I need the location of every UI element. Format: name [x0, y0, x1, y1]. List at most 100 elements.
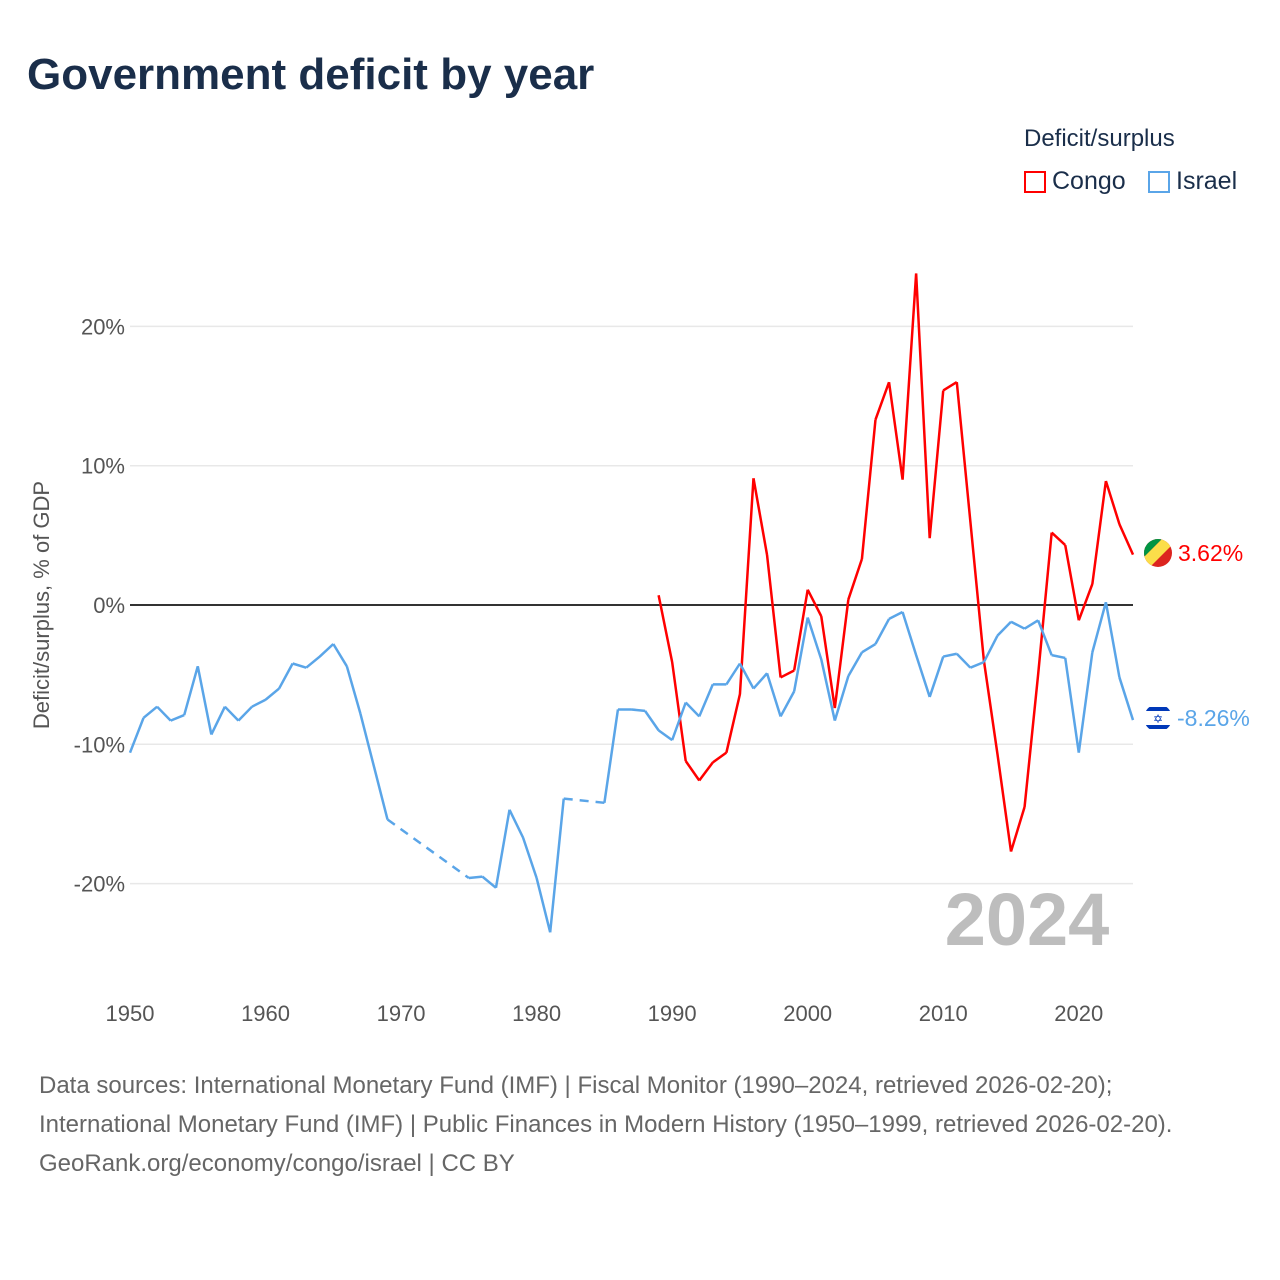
data-point-congo[interactable] — [939, 386, 947, 394]
data-point-congo[interactable] — [912, 269, 920, 277]
data-point-israel[interactable] — [289, 660, 297, 668]
data-point-israel[interactable] — [668, 736, 676, 744]
data-point-congo[interactable] — [763, 551, 771, 559]
data-point-israel[interactable] — [1088, 648, 1096, 656]
data-point-congo[interactable] — [1129, 551, 1137, 559]
data-point-israel[interactable] — [899, 608, 907, 616]
data-point-congo[interactable] — [1115, 520, 1123, 528]
data-point-congo[interactable] — [844, 595, 852, 603]
data-point-israel[interactable] — [248, 703, 256, 711]
data-point-israel[interactable] — [275, 685, 283, 693]
data-point-israel[interactable] — [831, 717, 839, 725]
data-point-congo[interactable] — [668, 658, 676, 666]
data-point-israel[interactable] — [1061, 654, 1069, 662]
data-point-israel[interactable] — [140, 714, 148, 722]
data-point-israel[interactable] — [885, 615, 893, 623]
data-point-israel[interactable] — [329, 640, 337, 648]
data-point-israel[interactable] — [384, 816, 392, 824]
legend-item-congo[interactable]: Congo — [1024, 167, 1126, 196]
data-point-israel[interactable] — [1048, 651, 1056, 659]
data-point-israel[interactable] — [695, 712, 703, 720]
data-point-israel[interactable] — [790, 687, 798, 695]
data-point-israel[interactable] — [966, 664, 974, 672]
data-point-congo[interactable] — [885, 378, 893, 386]
data-point-israel[interactable] — [506, 806, 514, 814]
data-point-israel[interactable] — [655, 726, 663, 734]
data-point-congo[interactable] — [1007, 848, 1015, 856]
data-point-congo[interactable] — [1088, 580, 1096, 588]
data-point-congo[interactable] — [682, 757, 690, 765]
data-point-israel[interactable] — [614, 705, 622, 713]
data-point-israel[interactable] — [804, 614, 812, 622]
data-point-congo[interactable] — [858, 555, 866, 563]
data-point-israel[interactable] — [1115, 673, 1123, 681]
data-point-israel[interactable] — [560, 795, 568, 803]
data-point-israel[interactable] — [167, 717, 175, 725]
legend-item-israel[interactable]: Israel — [1148, 167, 1237, 196]
data-point-congo[interactable] — [749, 474, 757, 482]
data-point-israel[interactable] — [478, 873, 486, 881]
data-point-congo[interactable] — [1102, 477, 1110, 485]
data-point-israel[interactable] — [641, 707, 649, 715]
data-point-israel[interactable] — [194, 662, 202, 670]
data-point-israel[interactable] — [736, 660, 744, 668]
data-point-congo[interactable] — [1021, 803, 1029, 811]
data-point-congo[interactable] — [926, 534, 934, 542]
data-point-israel[interactable] — [234, 717, 242, 725]
data-point-congo[interactable] — [722, 749, 730, 757]
data-point-israel[interactable] — [302, 664, 310, 672]
data-point-israel[interactable] — [533, 874, 541, 882]
data-point-congo[interactable] — [966, 517, 974, 525]
data-point-congo[interactable] — [804, 586, 812, 594]
data-point-israel[interactable] — [221, 703, 229, 711]
data-point-israel[interactable] — [1007, 618, 1015, 626]
data-point-israel[interactable] — [763, 669, 771, 677]
data-point-israel[interactable] — [844, 672, 852, 680]
data-point-congo[interactable] — [655, 591, 663, 599]
data-point-israel[interactable] — [926, 693, 934, 701]
data-point-israel[interactable] — [1102, 598, 1110, 606]
data-point-israel[interactable] — [180, 711, 188, 719]
data-point-israel[interactable] — [519, 834, 527, 842]
data-point-israel[interactable] — [628, 705, 636, 713]
data-point-israel[interactable] — [749, 685, 757, 693]
data-point-israel[interactable] — [600, 799, 608, 807]
data-point-israel[interactable] — [939, 653, 947, 661]
data-point-israel[interactable] — [817, 655, 825, 663]
data-point-israel[interactable] — [356, 710, 364, 718]
data-point-congo[interactable] — [1075, 616, 1083, 624]
data-point-israel[interactable] — [709, 680, 717, 688]
data-point-israel[interactable] — [126, 749, 134, 757]
data-point-congo[interactable] — [1034, 671, 1042, 679]
data-point-israel[interactable] — [682, 699, 690, 707]
data-point-israel[interactable] — [1021, 625, 1029, 633]
data-point-israel[interactable] — [993, 632, 1001, 640]
data-point-congo[interactable] — [1048, 529, 1056, 537]
data-point-congo[interactable] — [736, 690, 744, 698]
data-point-israel[interactable] — [980, 658, 988, 666]
data-point-israel[interactable] — [207, 731, 215, 739]
source-link[interactable]: GeoRank.org/economy/congo/israel | CC BY — [39, 1150, 515, 1177]
data-point-congo[interactable] — [953, 378, 961, 386]
data-point-congo[interactable] — [817, 612, 825, 620]
data-point-israel[interactable] — [871, 640, 879, 648]
data-point-israel[interactable] — [1075, 749, 1083, 757]
data-point-israel[interactable] — [153, 703, 161, 711]
data-point-congo[interactable] — [1061, 541, 1069, 549]
data-point-israel[interactable] — [370, 763, 378, 771]
data-point-israel[interactable] — [858, 648, 866, 656]
data-point-israel[interactable] — [492, 884, 500, 892]
data-point-congo[interactable] — [709, 758, 717, 766]
data-point-israel[interactable] — [1129, 716, 1137, 724]
data-point-israel[interactable] — [465, 874, 473, 882]
data-point-israel[interactable] — [1034, 616, 1042, 624]
data-point-congo[interactable] — [695, 777, 703, 785]
data-point-congo[interactable] — [993, 750, 1001, 758]
data-point-israel[interactable] — [546, 928, 554, 936]
data-point-israel[interactable] — [912, 651, 920, 659]
data-point-congo[interactable] — [871, 416, 879, 424]
data-point-israel[interactable] — [343, 662, 351, 670]
data-point-israel[interactable] — [953, 650, 961, 658]
data-point-congo[interactable] — [777, 673, 785, 681]
data-point-israel[interactable] — [262, 696, 270, 704]
